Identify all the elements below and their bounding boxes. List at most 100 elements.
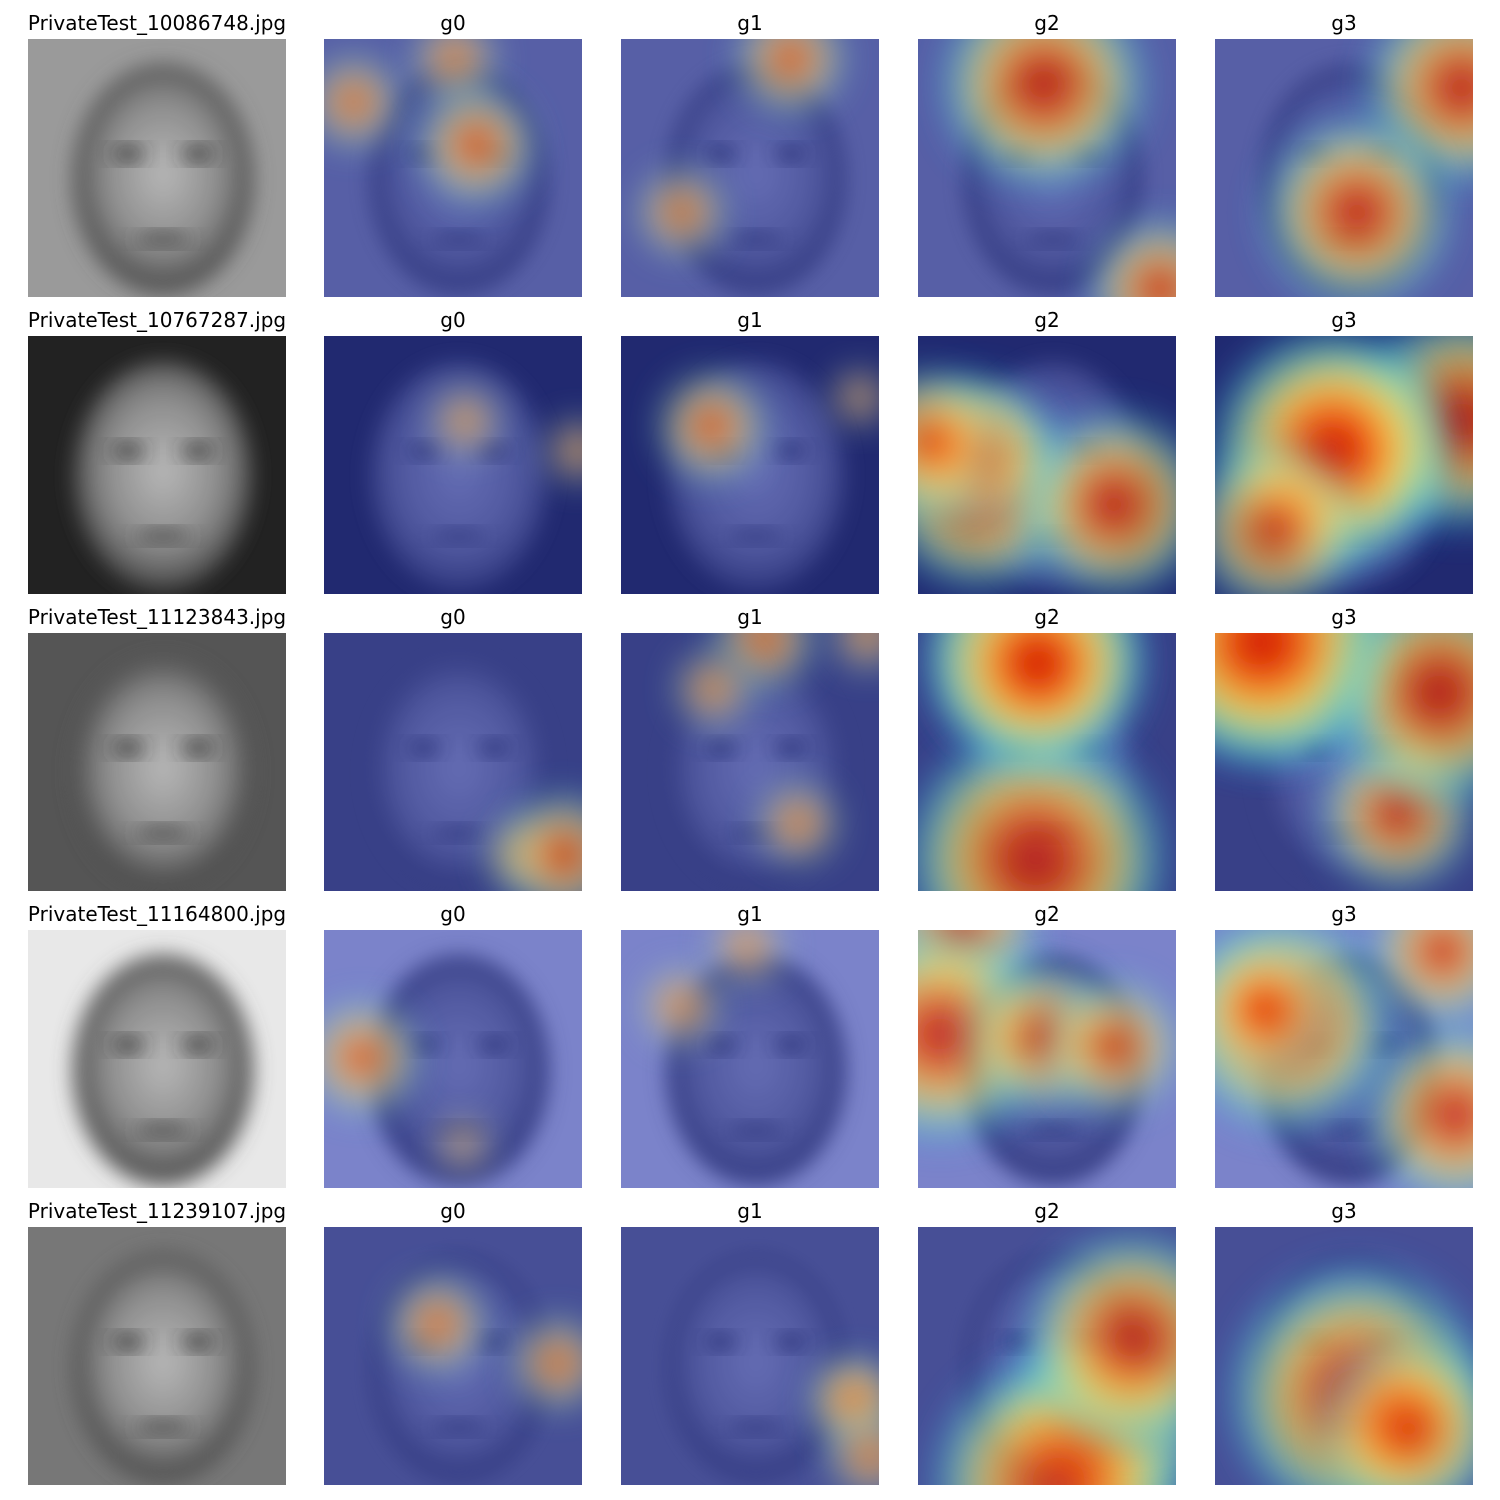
- heat-blob: [655, 370, 768, 483]
- panel-title: g3: [1331, 605, 1356, 629]
- panel-title: g0: [440, 308, 465, 332]
- heatmap: [621, 633, 879, 891]
- panel-title: g2: [1034, 11, 1059, 35]
- eye: [182, 741, 214, 755]
- heat-blob: [710, 930, 784, 983]
- panel-title: g1: [737, 902, 762, 926]
- heatmap: [1215, 930, 1473, 1188]
- panel-title: g0: [440, 1199, 465, 1223]
- heat-blob: [918, 718, 1176, 891]
- eye: [112, 741, 144, 755]
- heat-blob: [1215, 933, 1338, 1084]
- mouth: [135, 233, 191, 245]
- face: [73, 1252, 253, 1482]
- eye: [112, 1335, 144, 1349]
- heatmap: [918, 1227, 1176, 1485]
- face: [73, 361, 253, 591]
- heat-blob: [641, 967, 720, 1046]
- file-title: PrivateTest_11164800.jpg: [28, 902, 286, 926]
- file-title: PrivateTest_10086748.jpg: [28, 11, 286, 35]
- heat-blob: [324, 998, 421, 1117]
- eye: [182, 1335, 214, 1349]
- panel-title: g1: [737, 11, 762, 35]
- heatmap: [324, 39, 582, 297]
- heatmap: [918, 633, 1176, 891]
- heat-blob: [832, 633, 879, 671]
- input-image: [28, 336, 286, 594]
- heat-blob: [430, 386, 500, 456]
- heatmap: [324, 633, 582, 891]
- heat-blob: [1017, 1227, 1176, 1456]
- heatmap: [918, 39, 1176, 297]
- panel-title: g0: [440, 902, 465, 926]
- panel-title: g3: [1331, 902, 1356, 926]
- heat-base: [324, 336, 582, 594]
- heat-blob: [831, 369, 879, 426]
- panel-title: g2: [1034, 308, 1059, 332]
- panel-title: g1: [737, 308, 762, 332]
- heatmap: [1215, 336, 1473, 594]
- eye: [112, 147, 144, 161]
- face: [73, 955, 253, 1185]
- heat-blob: [1311, 1331, 1473, 1485]
- heat-blob: [1042, 975, 1176, 1118]
- heatmap: [1215, 39, 1473, 297]
- heatmap: [621, 336, 879, 594]
- heat-blob: [675, 650, 752, 727]
- mouth: [135, 827, 191, 839]
- heat-blob: [415, 84, 537, 206]
- heat-blob: [324, 54, 402, 150]
- panel-title: g3: [1331, 11, 1356, 35]
- input-image: [28, 633, 286, 891]
- heat-blob: [827, 1412, 879, 1485]
- panel-title: g3: [1331, 308, 1356, 332]
- heat-blob: [1366, 930, 1473, 1027]
- mouth: [135, 1124, 191, 1136]
- mouth: [135, 1421, 191, 1433]
- panel-title: g2: [1034, 902, 1059, 926]
- heat-blob: [1215, 439, 1365, 594]
- input-image: [28, 930, 286, 1188]
- file-title: PrivateTest_11239107.jpg: [28, 1199, 286, 1223]
- heat-blob: [388, 1275, 487, 1374]
- heat-blob: [757, 782, 839, 864]
- face: [73, 64, 253, 294]
- heatmap: [621, 1227, 879, 1485]
- heat-blob: [636, 167, 727, 258]
- heat-blob: [918, 366, 1007, 519]
- input-image: [28, 39, 286, 297]
- file-title: PrivateTest_10767287.jpg: [28, 308, 286, 332]
- heatmap: [324, 336, 582, 594]
- heat-blob: [734, 39, 847, 115]
- eye: [182, 1038, 214, 1052]
- heat-blob: [499, 791, 582, 891]
- heat-blob: [1215, 633, 1387, 771]
- heatmap: [324, 930, 582, 1188]
- heat-blob: [436, 1118, 489, 1171]
- heat-blob: [1257, 113, 1457, 297]
- eye: [182, 444, 214, 458]
- heat-blob: [934, 39, 1153, 194]
- panel-title: g3: [1331, 1199, 1356, 1223]
- face: [73, 658, 253, 888]
- file-title: PrivateTest_11123843.jpg: [28, 605, 286, 629]
- panel-title: g2: [1034, 1199, 1059, 1223]
- input-image: [28, 1227, 286, 1485]
- heat-blob: [1015, 406, 1176, 594]
- eye: [112, 1038, 144, 1052]
- panel-title: g2: [1034, 605, 1059, 629]
- panel-title: g1: [737, 1199, 762, 1223]
- heat-blob: [927, 633, 1151, 777]
- heatmap: [918, 930, 1176, 1188]
- heatmap: [621, 930, 879, 1188]
- heat-blob: [1086, 215, 1176, 297]
- heat-blob: [511, 1316, 582, 1410]
- heatmap: [324, 1227, 582, 1485]
- heatmap: [918, 336, 1176, 594]
- eye: [112, 444, 144, 458]
- heatmap: [621, 39, 879, 297]
- eye: [182, 147, 214, 161]
- panel-title: g1: [737, 605, 762, 629]
- heatmap: [1215, 633, 1473, 891]
